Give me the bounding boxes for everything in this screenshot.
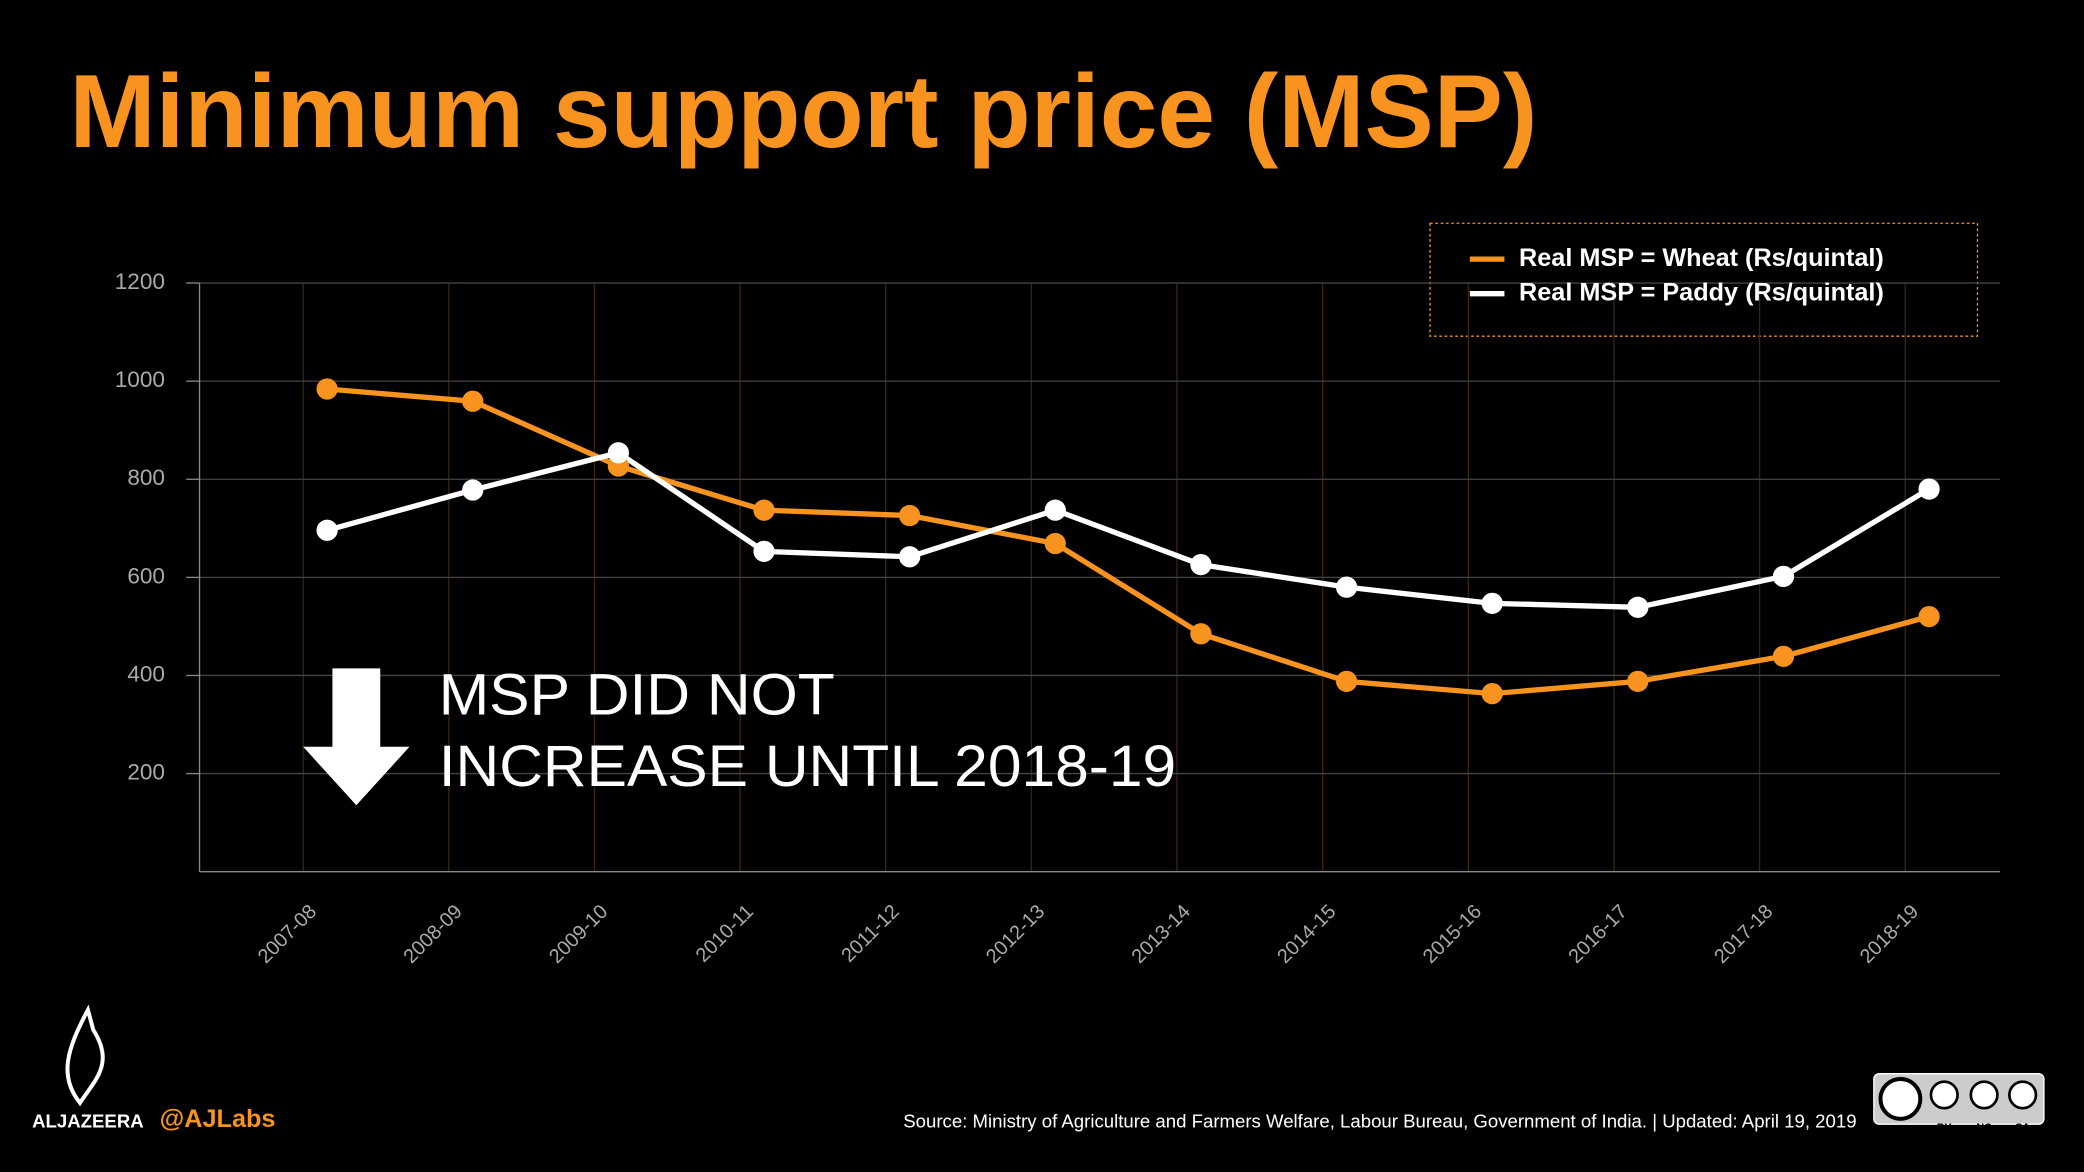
- data-point: [1481, 682, 1503, 705]
- brand: ALJAZEERA: [32, 1111, 144, 1132]
- legend-box: [1429, 222, 1979, 337]
- logo: [65, 1004, 105, 1107]
- license-label: NC: [1976, 1122, 1992, 1134]
- data-point: [1335, 576, 1358, 598]
- license-label: SA: [2015, 1122, 2030, 1134]
- data-point: [1918, 605, 1940, 628]
- data-point: [1918, 478, 1940, 500]
- data-point: [607, 442, 630, 464]
- y-tick-label: 1000: [115, 367, 165, 392]
- data-point: [1190, 553, 1212, 576]
- logo-mark: [65, 1004, 105, 1107]
- data-point: [462, 390, 484, 412]
- data-point: [899, 546, 921, 568]
- y-tick-label: 200: [127, 760, 165, 785]
- cc-icon: [1878, 1076, 1923, 1121]
- data-point: [1044, 499, 1066, 521]
- y-tick-label: 600: [127, 563, 165, 588]
- data-point: [1044, 532, 1066, 555]
- data-point: [753, 540, 775, 562]
- data-point: [1190, 623, 1212, 645]
- data-point: [316, 519, 338, 541]
- series-line: [326, 449, 1931, 610]
- data-point: [1481, 592, 1503, 614]
- data-point: [1335, 670, 1358, 692]
- data-point: [462, 479, 484, 501]
- sa-icon: [2008, 1080, 2038, 1110]
- by-icon: [1929, 1080, 1959, 1110]
- chart-title: Minimum support price (MSP): [69, 53, 1537, 169]
- y-tick-label: 400: [127, 661, 165, 686]
- annotation: MSP DID NOT: [439, 662, 835, 727]
- data-point: [1772, 565, 1795, 588]
- y-tick-label: 800: [127, 465, 165, 490]
- data-point: [1627, 596, 1649, 618]
- down-arrow: [303, 668, 410, 806]
- handle: @AJLabs: [160, 1105, 276, 1133]
- license-label: BY: [1937, 1122, 1952, 1134]
- nc-icon: [1969, 1080, 1999, 1110]
- data-point: [1627, 670, 1649, 692]
- annotation: INCREASE UNTIL 2018-19: [439, 734, 1176, 799]
- series-line: [326, 386, 1930, 697]
- data-point: [1772, 645, 1795, 667]
- source: Source: Ministry of Agriculture and Farm…: [903, 1111, 1856, 1132]
- data-point: [753, 499, 775, 521]
- legend-label: Real MSP = Paddy (Rs/quintal): [1519, 278, 1884, 306]
- data-point: [899, 504, 921, 527]
- legend-label: Real MSP = Wheat (Rs/quintal): [1519, 244, 1884, 272]
- y-tick-label: 1200: [115, 269, 165, 294]
- data-point: [316, 378, 338, 400]
